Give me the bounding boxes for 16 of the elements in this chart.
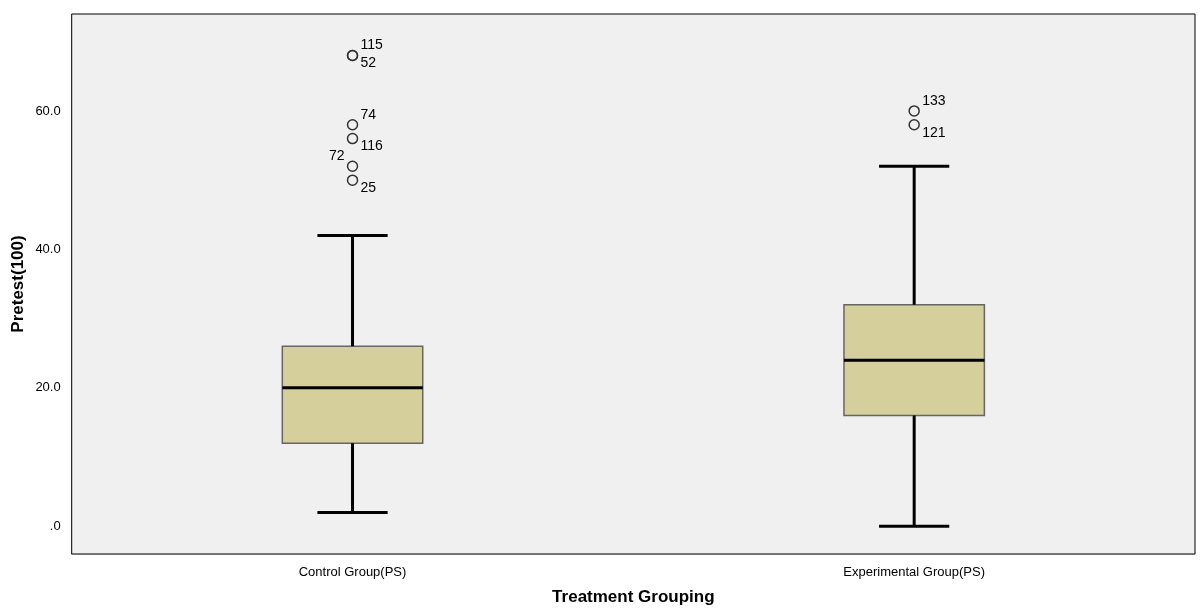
- annotation: 115: [360, 36, 384, 53]
- y-tick-label: 20.0: [35, 379, 61, 395]
- x-tick-label: Control Group(PS): [298, 564, 407, 580]
- x-axis-title: Treatment Grouping: [552, 587, 715, 607]
- y-tick-label: .0: [49, 517, 61, 533]
- annotation: 25: [360, 179, 377, 196]
- y-tick-label: 60.0: [35, 102, 61, 118]
- annotation: 52: [360, 54, 377, 71]
- x-tick-label: Experimental Group(PS): [843, 564, 985, 580]
- y-tick-label: 40.0: [35, 240, 61, 256]
- annotation: 121: [922, 123, 946, 140]
- annotation: 133: [922, 91, 946, 108]
- annotation: 74: [360, 105, 377, 122]
- annotation: 116: [360, 137, 384, 154]
- annotation: 72: [328, 147, 345, 164]
- y-axis-title: Pretest(100): [7, 235, 27, 333]
